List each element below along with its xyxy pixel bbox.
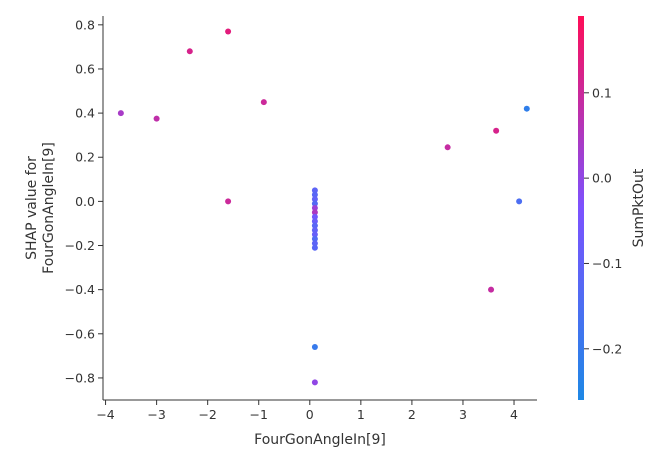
y-axis-label-line-2: FourGonAngleIn[9] <box>41 142 57 274</box>
x-tick-label: 3 <box>459 407 467 422</box>
data-point <box>311 344 318 351</box>
y-tick-label: −0.8 <box>65 370 95 385</box>
data-point <box>311 205 318 211</box>
data-point <box>311 231 318 238</box>
data-point <box>311 235 318 242</box>
x-tick-label: 0 <box>306 407 314 422</box>
data-point <box>311 227 318 234</box>
y-tick-label: −0.6 <box>65 326 95 341</box>
colorbar-tick-label: −0.1 <box>592 256 622 271</box>
x-tick-label: 2 <box>408 407 416 422</box>
y-tick-label: 0.0 <box>75 194 95 209</box>
data-point <box>311 191 318 198</box>
x-axis-ticks: −4 −3 −2 −1 0 1 2 3 4 <box>96 400 518 422</box>
data-point <box>516 198 523 205</box>
data-point <box>311 379 318 386</box>
data-point <box>225 28 232 35</box>
x-tick-label: −3 <box>147 407 165 422</box>
plot-area: −4 −3 −2 −1 0 1 2 3 4 0.8 0.6 0.4 0.2 0.0 −0.2 −0.4 −0.… <box>65 16 537 422</box>
data-point <box>153 115 160 122</box>
x-tick-label: 1 <box>357 407 365 422</box>
data-point <box>311 222 318 229</box>
x-axis-label: FourGonAngleIn[9] <box>254 432 386 448</box>
data-point <box>311 187 318 194</box>
data-point <box>260 99 267 106</box>
data-point <box>311 196 318 203</box>
x-tick-label: −4 <box>96 407 114 422</box>
data-point <box>523 105 530 112</box>
data-point <box>311 240 318 247</box>
colorbar-ticks: 0.1 0.0 −0.1 −0.2 <box>584 85 622 356</box>
data-point <box>311 200 318 207</box>
data-point <box>311 213 318 220</box>
data-points <box>117 28 530 386</box>
data-point <box>117 110 124 117</box>
y-tick-label: 0.6 <box>75 61 95 76</box>
x-tick-label: 4 <box>510 407 518 422</box>
y-tick-label: 0.4 <box>75 106 95 121</box>
data-point <box>311 218 318 225</box>
y-tick-label: −0.4 <box>65 282 95 297</box>
colorbar-tick-label: −0.2 <box>592 341 622 356</box>
colorbar-tick-label: 0.1 <box>592 85 612 100</box>
y-axis-ticks: 0.8 0.6 0.4 0.2 0.0 −0.2 −0.4 −0.6 −0.8 <box>65 17 103 385</box>
y-tick-label: 0.8 <box>75 17 95 32</box>
data-point <box>488 286 495 293</box>
data-point <box>444 144 451 151</box>
x-tick-label: −1 <box>250 407 268 422</box>
data-point <box>311 244 318 251</box>
data-point <box>311 209 318 216</box>
colorbar-tick-label: 0.0 <box>592 171 612 186</box>
y-tick-label: −0.2 <box>65 238 95 253</box>
data-point <box>225 198 232 205</box>
y-axis-label-line-1: SHAP value for <box>24 156 40 260</box>
y-tick-label: 0.2 <box>75 150 95 165</box>
data-point <box>493 127 500 134</box>
colorbar <box>578 16 584 400</box>
data-point <box>186 48 193 55</box>
x-tick-label: −2 <box>198 407 216 422</box>
colorbar-label: SumPktOut <box>631 168 647 247</box>
